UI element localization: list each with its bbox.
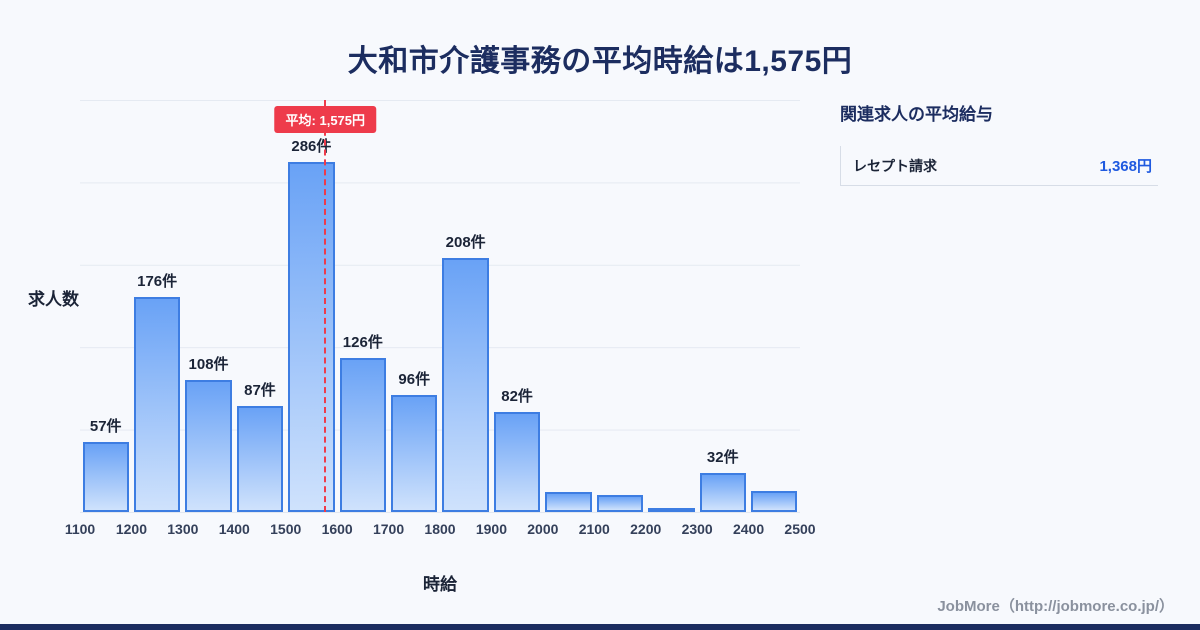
x-tick-label: 2100 [578, 521, 610, 537]
average-badge: 平均: 1,575円 [274, 106, 377, 133]
bar-label: 32件 [706, 448, 739, 466]
bar-label: 176件 [137, 272, 178, 290]
bar-slot [543, 100, 594, 512]
credit-text: JobMore（http://jobmore.co.jp/） [937, 598, 1174, 615]
bar-slot: 176件 [131, 100, 182, 512]
x-tick-label: 2200 [630, 521, 662, 537]
bar [493, 411, 541, 512]
x-tick-label: 1200 [115, 521, 147, 537]
bar-slot: 126件 [337, 100, 388, 512]
page-title: 大和市介護事務の平均時給は1,575円 [347, 45, 853, 78]
related-jobs-heading: 関連求人の平均給与 [840, 105, 993, 124]
bar-label: 57件 [89, 418, 122, 436]
bar-slot: 87件 [234, 100, 285, 512]
y-axis-label: 求人数 [28, 290, 79, 309]
bar-slot [646, 100, 697, 512]
x-tick-label: 1300 [167, 521, 199, 537]
bar [185, 379, 232, 512]
bar [288, 162, 335, 512]
histogram-plot: 57件 176件 108件 87件 286件 126件 96件 208件 82件 32件 平均: … [80, 100, 800, 513]
bar-label: 208件 [445, 233, 486, 251]
bar-slot: 286件 [286, 100, 337, 512]
bar-slot: 32件 [697, 100, 748, 512]
bar-label: 82件 [501, 387, 533, 405]
bar-label: 96件 [398, 370, 431, 388]
x-ticks: 1100 1200 1300 1400 1500 1600 1700 1800 1900 2000… [65, 521, 816, 541]
bar [82, 442, 129, 512]
x-axis-label: 時給 [423, 575, 457, 594]
bar [133, 296, 181, 512]
bar-slot [748, 100, 799, 512]
bar [750, 491, 798, 512]
bar-slot: 96件 [389, 100, 440, 512]
bar [236, 405, 284, 512]
bar-slot: 57件 [80, 100, 131, 512]
related-jobs-panel: 関連求人の平均給与 レセプト請求 1,368円 [840, 100, 1158, 186]
x-tick-label: 1100 [64, 521, 96, 537]
x-tick-label: 1400 [218, 521, 250, 537]
bar-slot: 82件 [491, 100, 542, 512]
related-job-label: レセプト請求 [853, 157, 937, 174]
x-tick-label: 2300 [681, 521, 713, 537]
x-tick-label: 1800 [424, 521, 456, 537]
bar [391, 394, 438, 512]
x-tick-label: 1700 [372, 521, 405, 537]
x-tick-label: 1900 [475, 521, 507, 537]
average-line: 平均: 1,575円 [274, 100, 377, 512]
bar-label: 108件 [188, 355, 229, 373]
bar [339, 357, 387, 512]
bar-label: 286件 [291, 138, 332, 156]
bar-label: 87件 [244, 381, 276, 399]
bar-label: 126件 [342, 333, 383, 351]
x-tick-label: 1600 [321, 521, 353, 537]
x-tick-label: 2400 [732, 521, 765, 537]
bar-slot [594, 100, 645, 512]
related-job-row: レセプト請求 1,368円 [840, 146, 1158, 186]
x-tick-label: 1500 [270, 521, 302, 537]
bar [699, 472, 746, 512]
bar [648, 508, 695, 512]
bottom-accent-bar [0, 624, 1200, 630]
bars: 57件 176件 108件 87件 286件 126件 96件 208件 82件 32件 [80, 100, 800, 512]
bar [596, 494, 644, 512]
bar [442, 257, 489, 512]
bar-slot: 208件 [440, 100, 491, 512]
related-job-value: 1,368円 [1099, 158, 1152, 175]
bar [545, 492, 592, 512]
x-tick-label: 2500 [784, 521, 816, 537]
x-tick-label: 2000 [527, 521, 559, 537]
bar-slot: 108件 [183, 100, 234, 512]
